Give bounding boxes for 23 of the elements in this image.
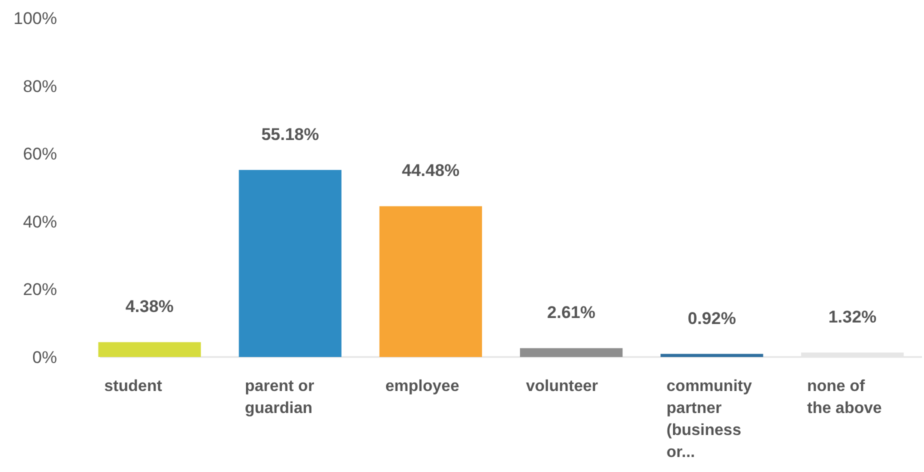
- bar: [660, 354, 764, 357]
- x-tick-label: none of the above: [807, 378, 882, 417]
- y-tick-label: 40%: [22, 212, 57, 232]
- bar: [98, 342, 201, 357]
- data-label: 1.32%: [828, 308, 877, 327]
- x-tick-label: parent or guardian: [244, 378, 314, 417]
- data-label: 0.92%: [688, 308, 736, 328]
- y-tick-label: 60%: [22, 144, 57, 164]
- data-label: 55.18%: [261, 124, 319, 144]
- x-tick-label: student: [104, 378, 163, 395]
- data-label: 2.61%: [547, 303, 596, 322]
- y-tick-label: 100%: [14, 8, 57, 28]
- bar: [520, 348, 623, 357]
- x-tick-label: employee: [385, 378, 460, 395]
- data-label: 44.48%: [402, 161, 460, 180]
- x-tick-label: volunteer: [526, 378, 598, 395]
- bar: [238, 170, 342, 357]
- x-tick-label: community partner (business or...: [666, 378, 752, 461]
- y-tick-label: 20%: [22, 280, 57, 300]
- data-label: 4.38%: [125, 297, 174, 316]
- y-tick-label: 80%: [22, 76, 57, 96]
- bar: [379, 206, 482, 357]
- y-tick-label: 0%: [32, 348, 57, 367]
